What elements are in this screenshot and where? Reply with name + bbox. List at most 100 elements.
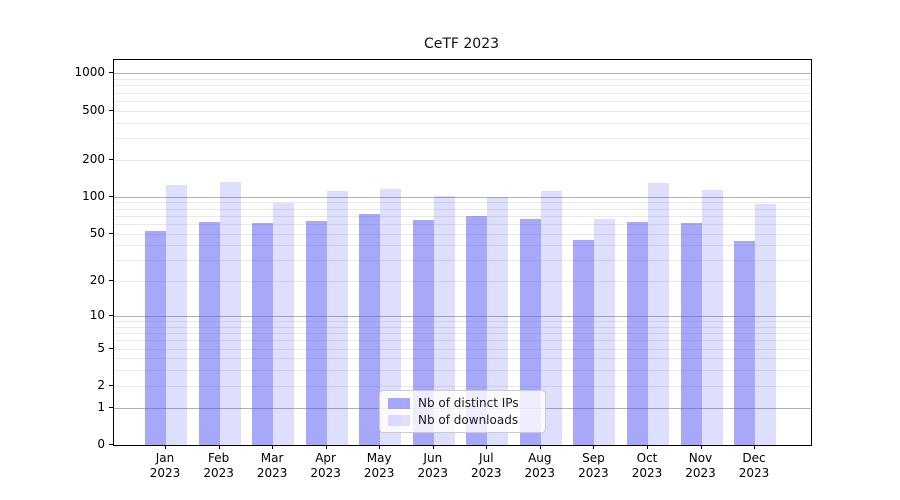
y-tick-mark (109, 444, 113, 445)
minor-gridline (114, 233, 811, 235)
y-tick-label: 0 (97, 437, 105, 451)
minor-gridline (114, 223, 811, 225)
x-tick-label-oct: Oct 2023 (631, 451, 663, 480)
bar-downloads-jul (487, 196, 509, 445)
minor-gridline (114, 122, 811, 124)
bar-distinct-ips-dec (734, 241, 755, 445)
x-tick-label-nov: Nov 2023 (685, 451, 716, 480)
bar-downloads-may (380, 188, 402, 445)
y-tick-label: 20 (89, 273, 105, 288)
major-gridline (114, 196, 811, 198)
bar-distinct-ips-aug (519, 218, 541, 445)
y-tick-mark (109, 347, 113, 349)
bar-downloads-mar (273, 202, 295, 445)
bar-downloads-jan (166, 184, 187, 445)
legend-swatch-downloads (388, 414, 410, 426)
bar-downloads-jun (433, 195, 455, 445)
major-gridline (114, 316, 811, 317)
x-tick-label-may: May 2023 (363, 451, 395, 480)
x-tick-mark (379, 445, 381, 449)
bar-downloads-nov (701, 189, 723, 445)
y-tick-label: 1 (97, 399, 105, 414)
x-tick-label-jan: Jan 2023 (149, 451, 181, 480)
minor-gridline (114, 79, 811, 80)
major-gridline (114, 73, 811, 75)
y-tick-mark (109, 158, 113, 160)
bar-downloads-aug (540, 190, 562, 445)
y-tick-mark (109, 280, 113, 282)
bar-distinct-ips-sep (573, 240, 595, 445)
bar-downloads-apr (326, 190, 348, 445)
y-tick-label: 2 (97, 377, 105, 392)
y-tick-label: 50 (89, 225, 105, 240)
bar-downloads-dec (755, 204, 776, 445)
x-tick-label-jun: Jun 2023 (417, 451, 449, 480)
x-tick-mark (272, 445, 274, 449)
legend-label-distinct-ips: Nb of distinct IPs (418, 396, 519, 410)
minor-gridline (114, 281, 811, 283)
bar-distinct-ips-jan (145, 231, 166, 445)
minor-gridline (114, 326, 811, 328)
minor-gridline (114, 385, 811, 387)
y-tick-mark (109, 195, 113, 197)
y-tick-mark (109, 72, 113, 74)
y-tick-label: 1000 (74, 65, 105, 80)
y-tick-label: 100 (82, 188, 105, 203)
x-tick-label-sep: Sep 2023 (578, 451, 609, 480)
minor-gridline (114, 348, 811, 350)
x-tick-label-feb: Feb 2023 (203, 451, 234, 480)
x-tick-label-mar: Mar 2023 (256, 451, 288, 480)
minor-gridline (114, 100, 811, 102)
bar-distinct-ips-feb (198, 222, 220, 445)
minor-gridline (114, 358, 811, 360)
bar-downloads-oct (648, 183, 669, 445)
legend-item-distinct-ips: Nb of distinct IPs (388, 395, 545, 412)
x-tick-mark (218, 445, 220, 449)
legend-item-downloads: Nb of downloads (388, 412, 545, 429)
legend: Nb of distinct IPs Nb of downloads (379, 390, 546, 433)
minor-gridline (114, 110, 811, 112)
legend-label-downloads: Nb of downloads (418, 413, 519, 427)
y-tick-label: 500 (82, 102, 105, 117)
bar-distinct-ips-jul (466, 215, 488, 445)
minor-gridline (114, 370, 811, 372)
minor-gridline (114, 208, 811, 210)
minor-gridline (114, 92, 811, 94)
x-tick-label-jul: Jul 2023 (471, 451, 502, 480)
x-tick-label-aug: Aug 2023 (524, 451, 556, 480)
x-tick-mark (647, 445, 648, 449)
chart-title: CeTF 2023 (423, 36, 500, 52)
y-tick-mark (109, 109, 113, 111)
bar-distinct-ips-oct (627, 222, 648, 445)
bar-downloads-sep (594, 218, 616, 445)
y-tick-mark (109, 406, 113, 408)
x-tick-label-apr: Apr 2023 (310, 451, 341, 480)
y-tick-label: 10 (89, 308, 105, 322)
minor-gridline (114, 321, 811, 323)
minor-gridline (114, 260, 811, 262)
legend-swatch-distinct-ips (388, 397, 410, 409)
x-tick-mark (539, 445, 541, 449)
bar-distinct-ips-mar (252, 223, 274, 445)
minor-gridline (114, 245, 811, 247)
x-tick-mark (325, 445, 327, 449)
bar-distinct-ips-may (359, 214, 381, 445)
y-tick-mark (109, 384, 113, 386)
plot-area (113, 59, 812, 446)
minor-gridline (114, 340, 811, 342)
y-tick-mark (109, 232, 113, 234)
x-tick-mark (165, 445, 166, 449)
minor-gridline (114, 215, 811, 217)
x-tick-mark (593, 445, 595, 449)
minor-gridline (114, 85, 811, 87)
x-tick-mark (486, 445, 488, 449)
minor-gridline (114, 202, 811, 204)
x-tick-mark (700, 445, 702, 449)
minor-gridline (114, 333, 811, 335)
x-tick-mark (754, 445, 755, 449)
x-tick-mark (432, 445, 434, 449)
x-tick-label-dec: Dec 2023 (738, 451, 770, 480)
y-tick-mark (109, 315, 113, 316)
minor-gridline (114, 159, 811, 161)
